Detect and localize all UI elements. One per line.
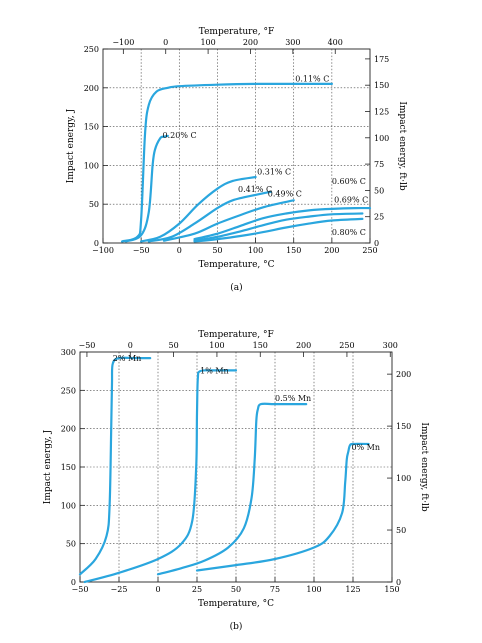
chart2-series-label: 0% Mn — [351, 443, 380, 452]
chart2-series-label: 2% Mn — [113, 354, 142, 363]
chart2-right-axis-title: Impact energy, ft·lb — [419, 422, 429, 512]
chart1-right-tick-label: 150 — [374, 81, 389, 90]
chart2-top-tick-label: 300 — [383, 341, 398, 350]
chart2-top-tick-label: 150 — [253, 341, 268, 350]
chart2-top-tick-label: 200 — [296, 341, 311, 350]
chart1-series-line-2 — [124, 134, 169, 243]
chart2-y-tick-label: 150 — [61, 463, 76, 472]
chart1-plot-frame — [102, 48, 371, 244]
chart2-right-tick-label: 0 — [396, 578, 401, 587]
chart1-y-tick-label: 50 — [89, 200, 99, 209]
chart2-top-tick-label: 0 — [128, 341, 133, 350]
chart2-y-tick-label: 200 — [61, 425, 76, 434]
chart1-top-tick-label: −100 — [112, 38, 134, 47]
chart2-series-label: 1% Mn — [200, 366, 229, 375]
chart2-right-tick-label: 50 — [396, 526, 406, 535]
chart2-y-tick-label: 250 — [61, 386, 76, 395]
chart1-x-tick-label: 150 — [286, 246, 301, 255]
chart2-y-tick-label: 300 — [61, 348, 76, 357]
chart2-top-tick-label: 50 — [169, 341, 179, 350]
chart1-series-line-1 — [121, 82, 333, 243]
chart2-series-line-2 — [83, 369, 238, 584]
chart2-y-tick-label: 100 — [61, 501, 76, 510]
chart1-series-label: 0.69% C — [334, 196, 368, 205]
chart1-x-tick-label: −50 — [133, 246, 150, 255]
chart1-right-tick-label: 50 — [374, 186, 384, 195]
chart1-y-axis-title: Impact energy, J — [66, 108, 76, 183]
chart2-x-tick-label: 75 — [270, 585, 280, 594]
chart1-top-tick-label: 0 — [163, 38, 168, 47]
chart2-x-tick-label: 25 — [192, 585, 202, 594]
chart2-top-tick-label: −50 — [78, 341, 95, 350]
chart2-right-tick-label: 100 — [396, 474, 411, 483]
chart1-x-axis-title: Temperature, °C — [198, 260, 274, 270]
chart2-x-axis-title: Temperature, °C — [198, 599, 274, 609]
chart1-series-label: 0.31% C — [257, 168, 291, 177]
chart2-x-tick-label: 125 — [345, 585, 360, 594]
chart2-x-tick-label: 50 — [231, 585, 241, 594]
chart1-top-tick-label: 100 — [200, 38, 215, 47]
chart2-top-tick-label: 250 — [339, 341, 354, 350]
chart1-x-tick-label: −100 — [92, 246, 114, 255]
chart2-x-tick-label: 100 — [306, 585, 321, 594]
chart1-right-axis-title: Impact energy, ft·lb — [397, 101, 407, 191]
chart1-y-tick-label: 100 — [84, 161, 99, 170]
chart1-right-tick-label: 100 — [374, 134, 389, 143]
chart1-series-line-7 — [193, 212, 364, 242]
chart2-series-line-3 — [156, 402, 308, 576]
chart2-x-tick-label: 150 — [384, 585, 399, 594]
chart2-right-tick-label: 150 — [396, 422, 411, 431]
chart1-x-tick-label: 0 — [177, 246, 182, 255]
chart2-y-axis-title: Impact energy, J — [43, 429, 53, 504]
chart1-y-tick-label: 0 — [94, 239, 99, 248]
chart2-caption: (b) — [230, 621, 243, 632]
chart1-x-tick-label: 100 — [248, 246, 263, 255]
chart1-right-tick-label: 25 — [374, 213, 384, 222]
chart1-right-tick-label: 125 — [374, 107, 389, 116]
chart1-series-label: 0.41% C — [238, 185, 272, 194]
chart2-top-axis-title: Temperature, °F — [198, 330, 273, 340]
chart1-right-tick-label: 175 — [374, 55, 389, 64]
chart1-series-label: 0.80% C — [332, 228, 366, 237]
chart2-x-tick-label: −50 — [72, 585, 89, 594]
chart1-series-label: 0.20% C — [163, 131, 197, 140]
chart1-series-label: 0.49% C — [268, 189, 302, 198]
chart1-series-line-3 — [140, 175, 257, 243]
chart1-right-tick-label: 0 — [374, 239, 379, 248]
chart1-series-line-4 — [147, 190, 272, 243]
chart1-right-tick-label: 75 — [374, 160, 384, 169]
chart1-top-tick-label: 200 — [243, 38, 258, 47]
chart1-series-label: 0.60% C — [332, 177, 366, 186]
chart1-top-tick-label: 300 — [285, 38, 300, 47]
chart2-x-tick-label: −25 — [111, 585, 128, 594]
chart2-top-tick-label: 100 — [209, 341, 224, 350]
chart2-right-tick-label: 200 — [396, 370, 411, 379]
chart1-y-tick-label: 200 — [84, 84, 99, 93]
chart1-x-tick-label: 200 — [324, 246, 339, 255]
chart2-series-line-4 — [195, 442, 370, 572]
chart1-series-line-8 — [193, 217, 364, 243]
chart1-series-label: 0.11% C — [295, 75, 329, 84]
chart1-x-tick-label: 250 — [362, 246, 377, 255]
chart1-caption: (a) — [230, 282, 242, 293]
chart1-y-tick-label: 250 — [84, 45, 99, 54]
chart1-series-line-6 — [193, 206, 372, 241]
chart2-series-line-1 — [78, 356, 152, 576]
chart2-y-tick-label: 0 — [71, 578, 76, 587]
chart2-y-tick-label: 50 — [66, 540, 76, 549]
chart1-series-line-5 — [162, 199, 295, 242]
chart2-x-tick-label: 0 — [155, 585, 160, 594]
chart1-top-axis-title: Temperature, °F — [199, 27, 274, 37]
chart1-x-tick-label: 50 — [212, 246, 222, 255]
chart1-top-tick-label: 400 — [328, 38, 343, 47]
chart1-y-tick-label: 150 — [84, 123, 99, 132]
chart2-series-label: 0.5% Mn — [275, 394, 311, 403]
